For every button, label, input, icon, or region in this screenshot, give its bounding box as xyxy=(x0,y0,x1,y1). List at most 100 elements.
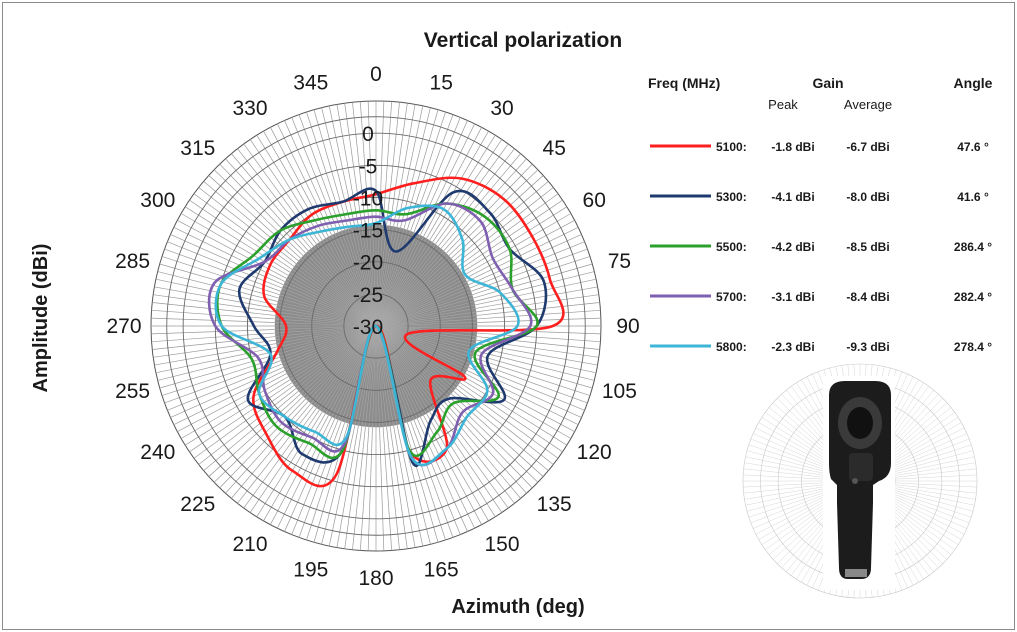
grid-spoke-inner xyxy=(375,325,450,397)
grid-spoke xyxy=(463,213,572,276)
grid-spoke xyxy=(359,426,370,551)
grid-spoke xyxy=(161,256,280,296)
grid-spoke-inner xyxy=(375,325,444,402)
grid-spoke-inner xyxy=(375,226,394,327)
grid-spoke-inner xyxy=(368,224,377,327)
grid-spoke xyxy=(189,382,293,453)
grid-spoke-inner xyxy=(375,325,401,425)
grid-spoke-inner xyxy=(375,325,456,389)
grid-spoke-inner xyxy=(375,229,408,327)
legend-angle: 278.4 ° xyxy=(954,340,992,354)
grid-spoke-inner xyxy=(354,226,377,327)
grid-spoke-inner xyxy=(284,281,377,327)
grid-spoke-inner xyxy=(274,322,377,327)
angle-tick-label: 90 xyxy=(616,315,639,338)
grid-spoke-inner xyxy=(288,325,377,377)
grid-spoke xyxy=(328,424,356,547)
angle-tick-label: 345 xyxy=(293,72,328,95)
angle-tick-label: 135 xyxy=(537,493,572,516)
legend-average: -8.5 dBi xyxy=(846,240,889,254)
angle-tick-label: 300 xyxy=(140,189,175,212)
grid-spoke-inner xyxy=(375,325,473,358)
angle-tick-label: 120 xyxy=(577,441,612,464)
radial-tick-label: -30 xyxy=(353,316,383,339)
grid-spoke-inner xyxy=(358,226,377,327)
grid-spoke xyxy=(231,153,312,249)
polar-chart: Vertical polarization Azimuth (deg) Ampl… xyxy=(30,29,993,618)
grid-spoke xyxy=(426,130,489,239)
grid-spoke xyxy=(306,111,346,230)
grid-spoke xyxy=(429,135,496,241)
grid-spoke xyxy=(389,426,408,549)
grid-spoke-inner xyxy=(310,325,377,404)
grid-spoke xyxy=(406,111,446,230)
legend-freq: 5700: xyxy=(716,290,747,304)
grid-spoke-inner xyxy=(282,287,377,327)
grid-spoke-inner xyxy=(322,239,377,327)
grid-spoke-inner xyxy=(375,325,391,427)
grid-spoke xyxy=(386,102,400,226)
grid-spoke xyxy=(451,175,544,259)
grid-spoke-inner xyxy=(375,311,477,327)
grid-spoke xyxy=(359,101,370,226)
grid-spoke-inner xyxy=(375,252,447,327)
grid-spoke xyxy=(473,263,593,299)
grid-spoke xyxy=(455,187,554,264)
grid-spoke-inner xyxy=(286,325,377,374)
grid-spoke-inner xyxy=(375,241,433,327)
grid-spoke xyxy=(336,104,359,227)
grid-spoke xyxy=(151,329,275,335)
grid-spoke-inner xyxy=(375,325,470,365)
grid-spoke xyxy=(393,104,416,227)
grid-spoke xyxy=(429,411,496,517)
grid-spoke xyxy=(466,227,579,282)
legend-header-gain: Gain xyxy=(812,75,843,91)
grid-spoke xyxy=(164,248,281,292)
grid-spoke-inner xyxy=(319,241,377,327)
grid-spoke xyxy=(457,193,559,267)
grid-spoke-inner xyxy=(375,325,478,330)
grid-spoke xyxy=(379,427,385,551)
grid-spoke-inner xyxy=(375,272,463,327)
grid-spoke-inner xyxy=(375,325,476,344)
grid-spoke xyxy=(393,425,416,548)
grid-spoke xyxy=(438,405,515,504)
grid-spoke-inner xyxy=(305,252,377,327)
grid-spoke xyxy=(237,148,314,247)
grid-spoke-inner xyxy=(375,278,466,327)
grid-spoke-inner xyxy=(375,287,470,327)
grid-spoke-inner xyxy=(276,325,377,348)
grid-spoke xyxy=(298,421,342,538)
grid-spoke-inner xyxy=(375,238,427,327)
series-line-5800 xyxy=(214,204,520,466)
grid-spoke xyxy=(463,376,572,439)
grid-spoke xyxy=(474,346,597,374)
grid-spoke xyxy=(457,385,559,459)
polar-series-group xyxy=(207,176,565,488)
grid-spoke xyxy=(476,309,601,320)
grid-spoke-inner xyxy=(274,325,377,334)
grid-spoke-inner xyxy=(296,325,377,389)
grid-spoke-inner xyxy=(291,325,377,383)
grid-spoke-inner xyxy=(337,325,377,420)
grid-spoke-inner xyxy=(277,301,377,327)
grid-spoke-inner xyxy=(328,236,377,327)
grid-spoke xyxy=(159,263,279,299)
grid-spoke-inner xyxy=(375,232,415,327)
grid-spoke xyxy=(152,302,276,316)
radial-tick-label: -10 xyxy=(353,187,383,210)
grid-spoke-inner xyxy=(375,250,444,327)
grid-spoke-inner xyxy=(375,239,430,327)
grid-spoke xyxy=(476,294,599,313)
legend-peak: -1.8 dBi xyxy=(771,140,814,154)
grid-spoke xyxy=(472,356,591,396)
grid-spoke xyxy=(256,135,323,241)
angle-tick-label: 105 xyxy=(602,380,637,403)
grid-spoke-inner xyxy=(331,234,377,327)
grid-spoke-inner xyxy=(278,297,377,327)
grid-spoke-inner xyxy=(375,325,469,368)
grid-spoke-inner xyxy=(375,246,439,327)
grid-spoke xyxy=(466,370,579,425)
grid-spoke xyxy=(193,385,295,459)
grid-spoke xyxy=(459,199,563,270)
